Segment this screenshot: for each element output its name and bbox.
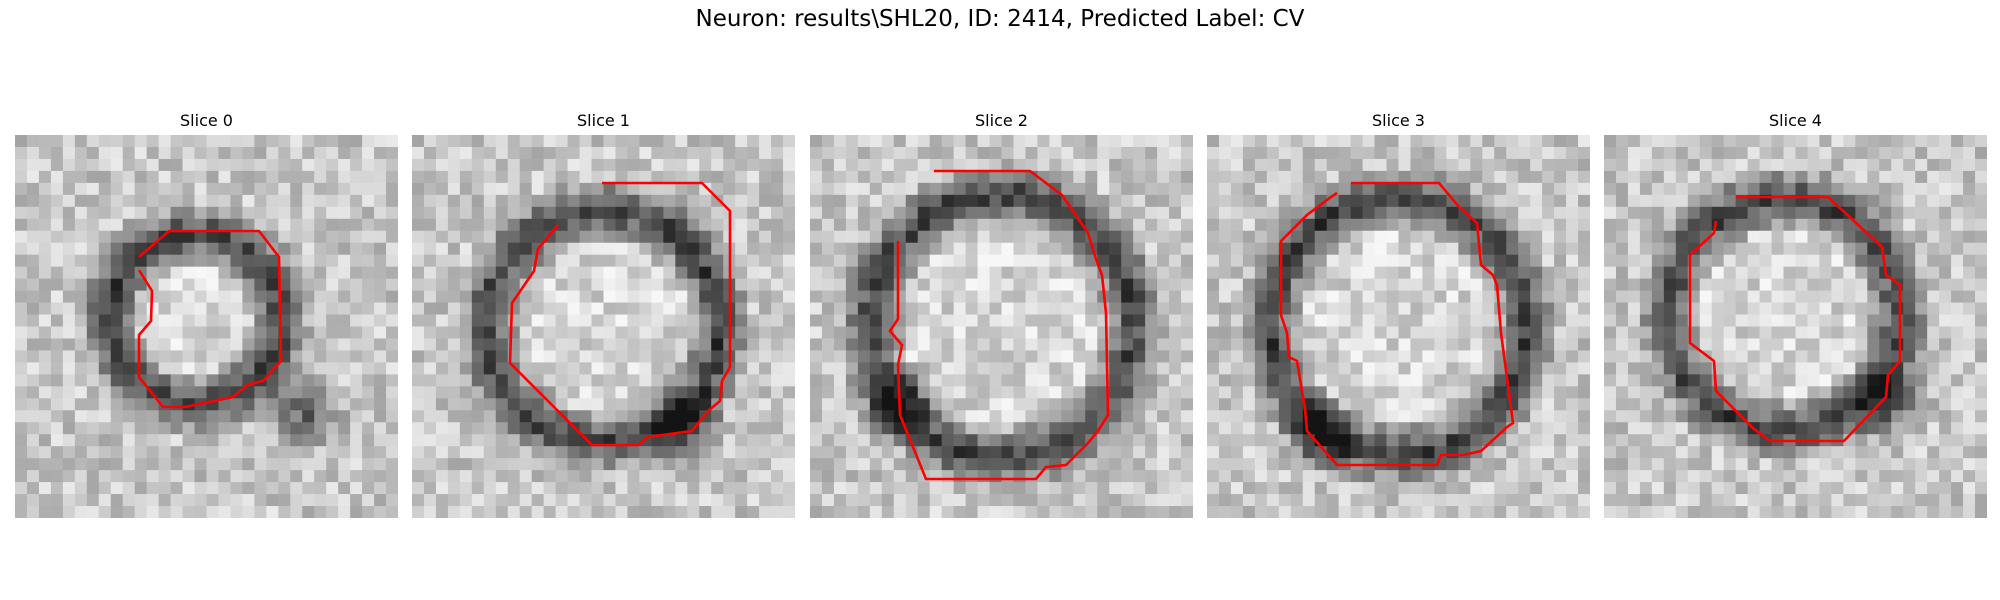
slice-panel-0: Slice 0 — [15, 108, 398, 518]
slice-panel-4: Slice 4 — [1604, 108, 1987, 518]
slice-panel-2: Slice 2 — [810, 108, 1193, 518]
microscopy-pixels — [810, 135, 1193, 518]
microscopy-pixels — [15, 135, 398, 518]
slice-image-4 — [1604, 135, 1987, 518]
roi-contour — [1279, 181, 1515, 467]
roi-contour — [508, 181, 732, 447]
microscopy-pixels — [1207, 135, 1590, 518]
microscopy-pixels — [412, 135, 795, 518]
slice-title: Slice 2 — [975, 111, 1028, 130]
slice-image-3 — [1207, 135, 1590, 518]
slice-panel-1: Slice 1 — [412, 108, 795, 518]
slice-panel-3: Slice 3 — [1207, 108, 1590, 518]
slice-image-0 — [15, 135, 398, 518]
slice-image-1 — [412, 135, 795, 518]
roi-contour — [888, 169, 1110, 481]
slice-title: Slice 4 — [1769, 111, 1822, 130]
slice-title: Slice 1 — [577, 111, 630, 130]
slice-title: Slice 0 — [180, 111, 233, 130]
roi-contour — [1688, 195, 1902, 443]
slice-image-2 — [810, 135, 1193, 518]
roi-contour — [137, 229, 283, 409]
microscopy-pixels — [1604, 135, 1987, 518]
figure-title: Neuron: results\SHL20, ID: 2414, Predict… — [695, 6, 1305, 32]
slice-title: Slice 3 — [1372, 111, 1425, 130]
